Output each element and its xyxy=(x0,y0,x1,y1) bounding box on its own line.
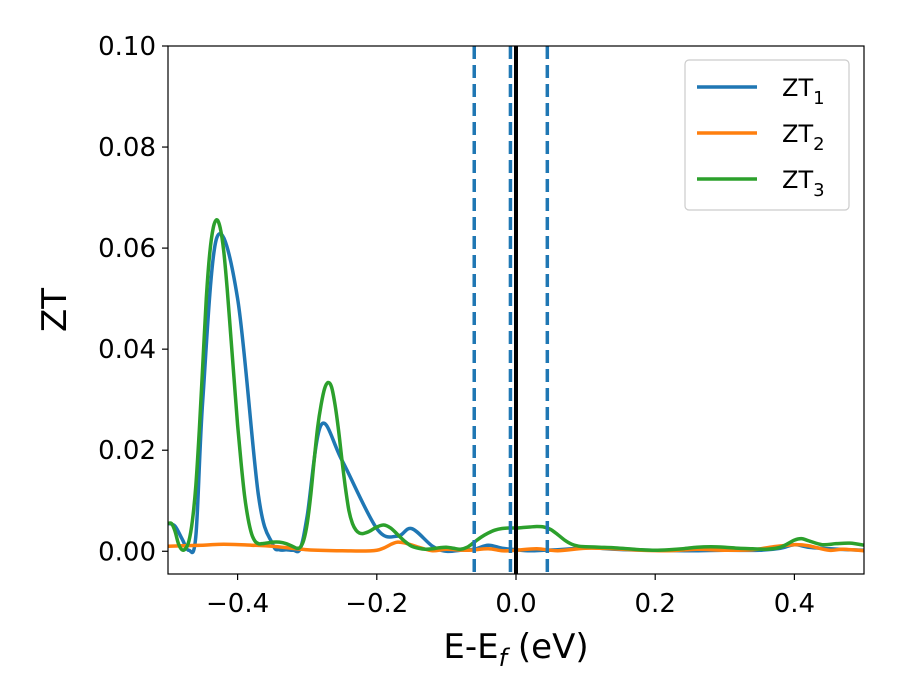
x-tick-label: −0.2 xyxy=(345,589,408,619)
legend-box xyxy=(684,59,850,211)
x-axis-title: E-Ef (eV) xyxy=(443,627,588,672)
y-tick-label: 0.04 xyxy=(98,335,156,365)
legend-label-zt2: ZT2 xyxy=(782,120,825,155)
legend-label-zt3: ZT3 xyxy=(782,166,825,201)
legend-label-zt1: ZT1 xyxy=(782,74,825,109)
plot-area xyxy=(168,46,864,574)
series-line-zt3 xyxy=(168,218,864,552)
y-axis-title: ZT xyxy=(35,288,75,332)
y-tick-label: 0.10 xyxy=(98,32,156,62)
legend-label-subscript: 1 xyxy=(813,88,824,109)
x-axis-title-main: E-E xyxy=(443,627,498,667)
x-axis-title-unit: (eV) xyxy=(507,627,589,667)
axes: −0.4 −0.2 0.0 0.2 0.4 0.00 0.02 0.04 0.06 0.08 0.1… xyxy=(98,32,865,619)
legend-label-main: ZT xyxy=(782,120,813,148)
x-tick-label: 0.2 xyxy=(635,589,676,619)
y-tick-label: 0.02 xyxy=(98,436,156,466)
x-tick-label: 0.4 xyxy=(774,589,815,619)
y-tick-label: 0.08 xyxy=(98,133,156,163)
x-tick-label: −0.4 xyxy=(206,589,269,619)
legend-label-main: ZT xyxy=(782,74,813,102)
legend-label-main: ZT xyxy=(782,166,813,194)
x-tick-label: 0.0 xyxy=(495,589,536,619)
legend-label-subscript: 3 xyxy=(813,180,824,201)
legend-label-subscript: 2 xyxy=(813,134,824,155)
y-tick-label: 0.00 xyxy=(98,537,156,567)
y-tick-label: 0.06 xyxy=(98,234,156,264)
